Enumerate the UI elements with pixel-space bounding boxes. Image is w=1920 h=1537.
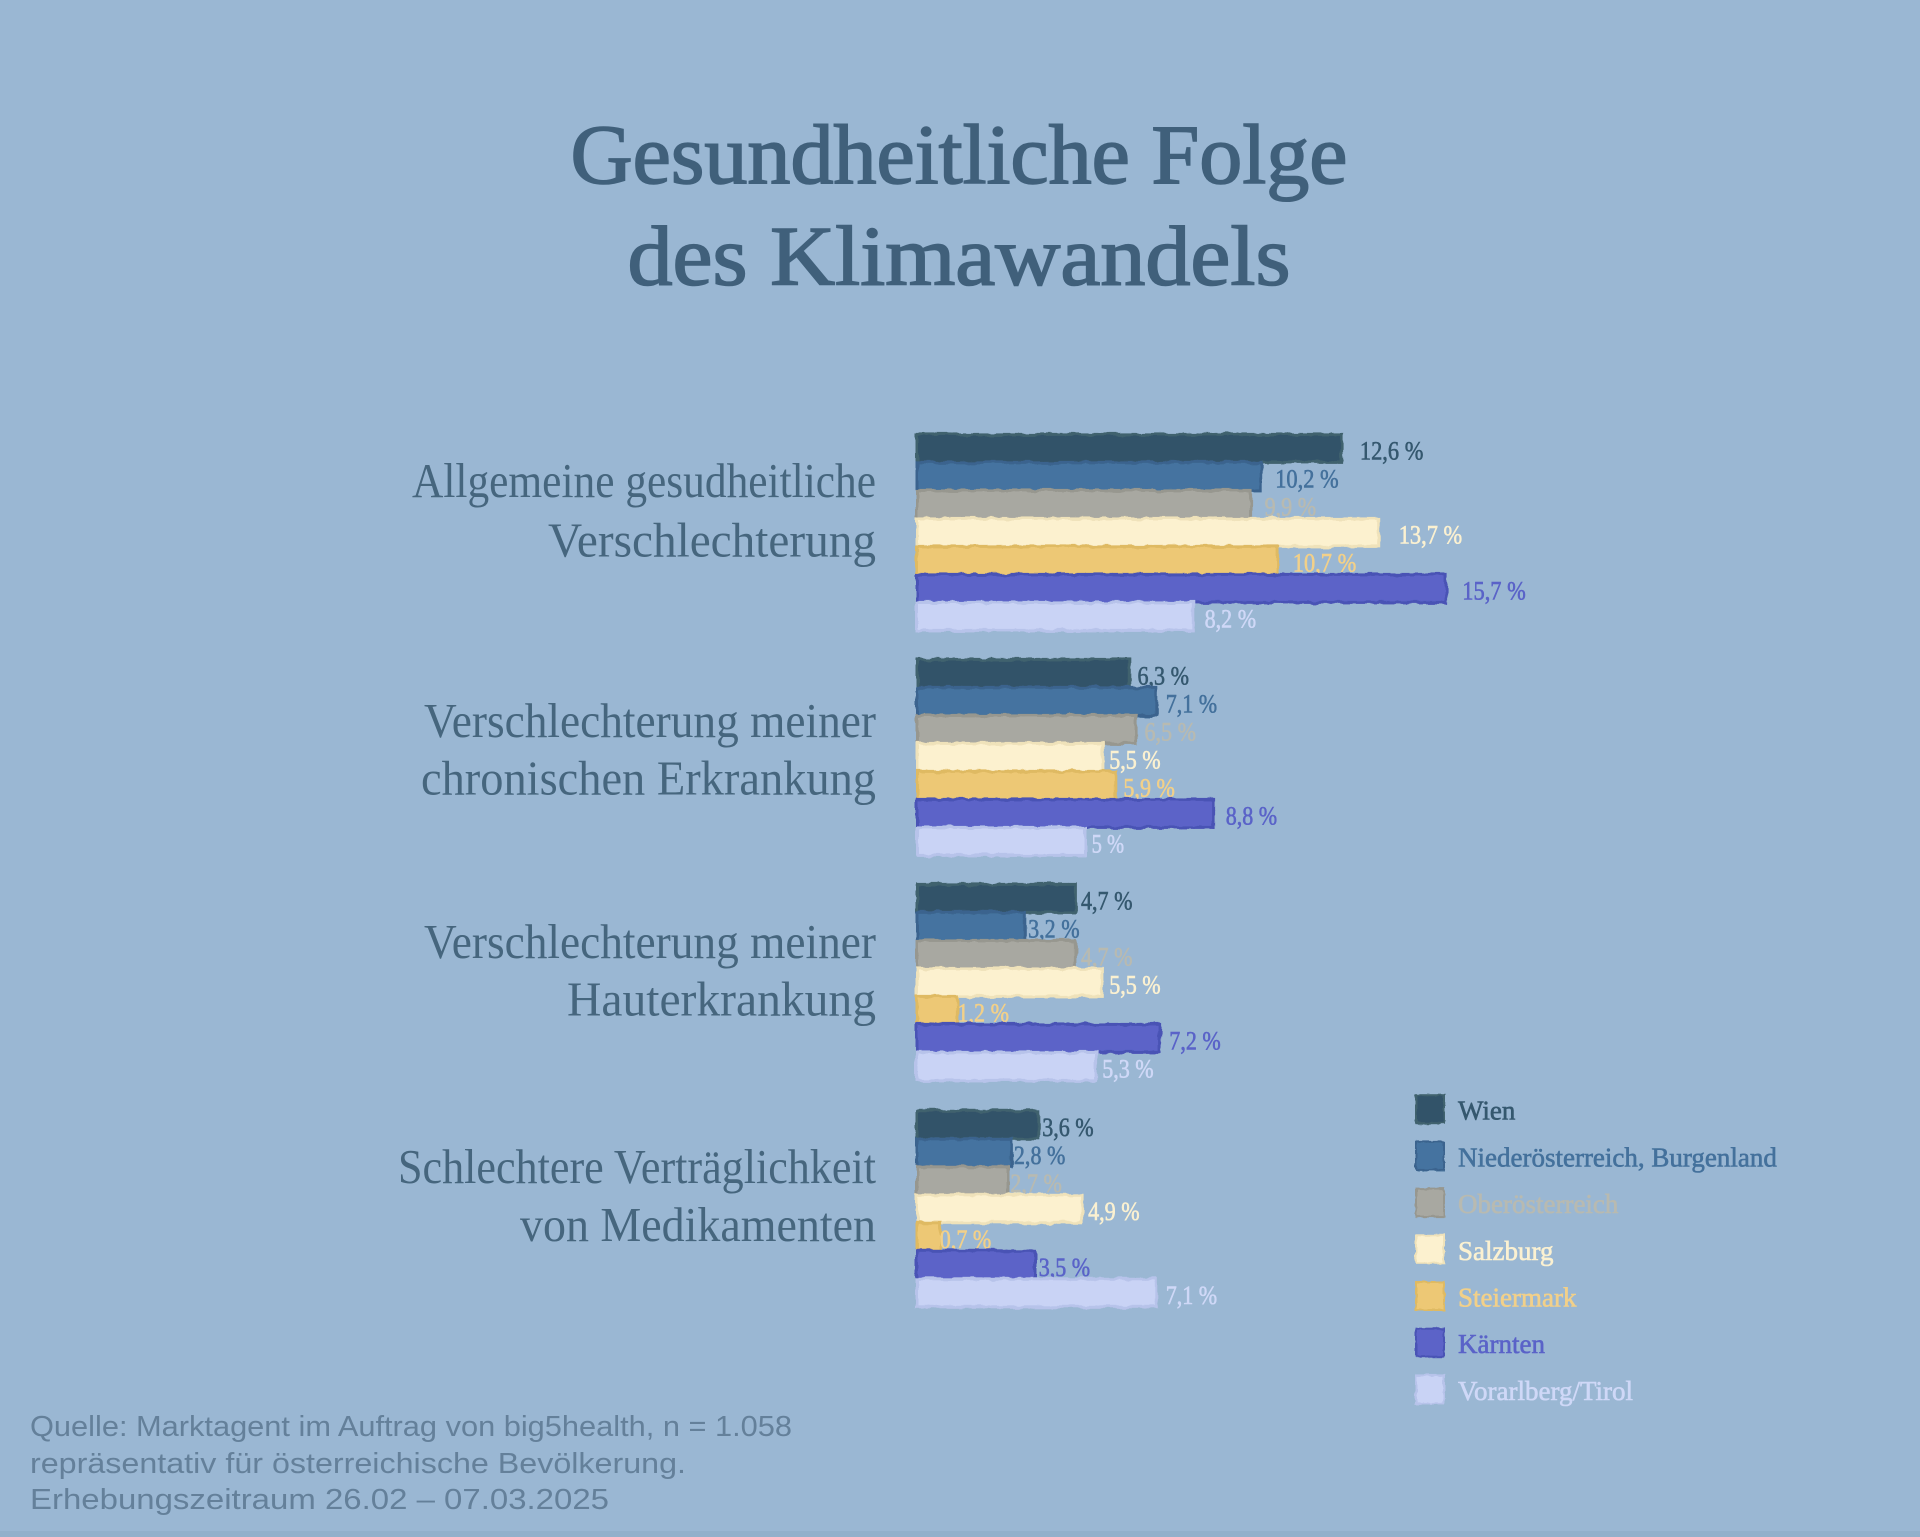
svg-text:Verschlechterung meiner: Verschlechterung meiner: [424, 693, 876, 748]
svg-text:7,1 %: 7,1 %: [1166, 1281, 1218, 1310]
svg-text:Oberösterreich: Oberösterreich: [1458, 1189, 1619, 1219]
svg-text:Hauterkrankung: Hauterkrankung: [567, 972, 876, 1027]
svg-text:Salzburg: Salzburg: [1458, 1236, 1554, 1266]
svg-text:Quelle: Marktagent im Auftrag: Quelle: Marktagent im Auftrag von big5he…: [30, 1411, 792, 1443]
svg-text:Kärnten: Kärnten: [1458, 1329, 1545, 1359]
svg-text:Schlechtere Verträglichkeit: Schlechtere Verträglichkeit: [398, 1139, 876, 1194]
svg-text:von Medikamenten: von Medikamenten: [520, 1197, 876, 1252]
svg-text:4,7 %: 4,7 %: [1081, 887, 1133, 916]
svg-text:chronischen Erkrankung: chronischen Erkrankung: [421, 751, 876, 806]
svg-text:6,5 %: 6,5 %: [1145, 718, 1197, 747]
svg-text:Gesundheitliche Folge: Gesundheitliche Folge: [571, 108, 1348, 202]
svg-text:5,5 %: 5,5 %: [1109, 746, 1161, 775]
svg-text:12,6 %: 12,6 %: [1360, 437, 1424, 466]
svg-text:Wien: Wien: [1458, 1096, 1516, 1126]
svg-text:13,7 %: 13,7 %: [1399, 521, 1463, 550]
svg-text:Verschlechterung meiner: Verschlechterung meiner: [424, 914, 876, 969]
svg-text:1,2 %: 1,2 %: [958, 999, 1010, 1028]
svg-text:Verschlechterung: Verschlechterung: [548, 513, 876, 568]
svg-text:15,7 %: 15,7 %: [1462, 577, 1526, 606]
svg-text:10,2 %: 10,2 %: [1275, 465, 1339, 494]
svg-text:5,5 %: 5,5 %: [1109, 971, 1161, 1000]
svg-text:3,6 %: 3,6 %: [1042, 1113, 1094, 1142]
svg-text:5,9 %: 5,9 %: [1123, 774, 1175, 803]
svg-text:repräsentativ für österreichis: repräsentativ für österreichische Bevölk…: [30, 1448, 686, 1480]
svg-text:Niederösterreich, Burgenland: Niederösterreich, Burgenland: [1458, 1142, 1777, 1172]
svg-text:7,2 %: 7,2 %: [1169, 1027, 1221, 1056]
svg-text:8,8 %: 8,8 %: [1226, 802, 1278, 831]
svg-text:2,8 %: 2,8 %: [1014, 1141, 1066, 1170]
svg-text:Allgemeine gesudheitliche: Allgemeine gesudheitliche: [412, 453, 876, 508]
svg-text:5,3 %: 5,3 %: [1102, 1055, 1154, 1084]
svg-text:4,9 %: 4,9 %: [1088, 1197, 1140, 1226]
svg-text:Steiermark: Steiermark: [1458, 1283, 1577, 1313]
svg-text:Vorarlberg/Tirol: Vorarlberg/Tirol: [1458, 1376, 1633, 1406]
svg-text:des Klimawandels: des Klimawandels: [628, 210, 1291, 304]
svg-text:7,1 %: 7,1 %: [1166, 690, 1218, 719]
svg-text:5 %: 5 %: [1092, 830, 1125, 859]
svg-text:Erhebungszeitraum 26.02 – 07.0: Erhebungszeitraum 26.02 – 07.03.2025: [30, 1484, 609, 1516]
svg-text:8,2 %: 8,2 %: [1205, 605, 1257, 634]
